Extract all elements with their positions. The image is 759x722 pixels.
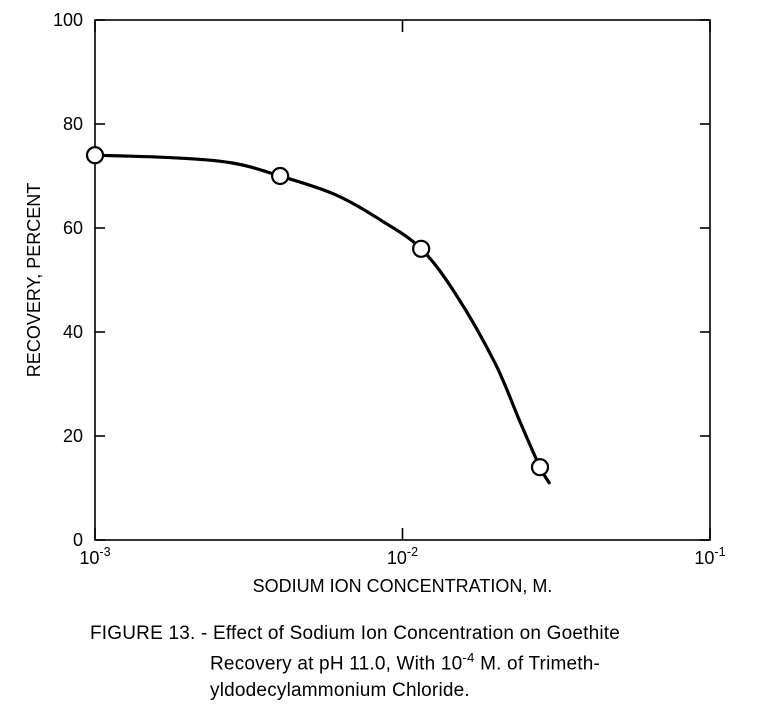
x-tick-label: 10-2 bbox=[387, 545, 418, 568]
x-tick-label: 10-3 bbox=[79, 545, 110, 568]
plot-area bbox=[95, 20, 710, 540]
y-tick-label: 40 bbox=[63, 322, 83, 342]
figure-container: { "chart": { "type": "line-scatter-logx"… bbox=[0, 0, 759, 722]
caption-dash: - bbox=[195, 623, 213, 644]
y-axis-label: RECOVERY, PERCENT bbox=[24, 183, 44, 377]
x-tick-label: 10-1 bbox=[694, 545, 725, 568]
caption-line2b: M. of Trimeth- bbox=[475, 653, 600, 674]
y-tick-label: 100 bbox=[53, 10, 83, 30]
data-point bbox=[272, 168, 288, 184]
data-point bbox=[87, 147, 103, 163]
recovery-chart: 0 20 40 60 80 100 10-3 10-2 10-1 RECOVERY, PERCEN… bbox=[0, 0, 759, 600]
x-axis-label: SODIUM ION CONCENTRATION, M. bbox=[253, 576, 553, 596]
figure-number: FIGURE 13. bbox=[90, 623, 195, 644]
caption-line2a: Recovery at pH 11.0, With 10 bbox=[210, 653, 462, 674]
figure-caption: FIGURE 13. - Effect of Sodium Ion Concen… bbox=[90, 620, 700, 705]
data-point bbox=[532, 459, 548, 475]
caption-line1: Effect of Sodium Ion Concentration on Go… bbox=[213, 623, 620, 644]
caption-line3: yldodecylammonium Chloride. bbox=[210, 680, 470, 701]
data-point bbox=[413, 241, 429, 257]
y-tick-label: 20 bbox=[63, 426, 83, 446]
y-tick-label: 0 bbox=[73, 530, 83, 550]
y-tick-label: 60 bbox=[63, 218, 83, 238]
caption-exp: -4 bbox=[462, 650, 474, 665]
y-tick-label: 80 bbox=[63, 114, 83, 134]
